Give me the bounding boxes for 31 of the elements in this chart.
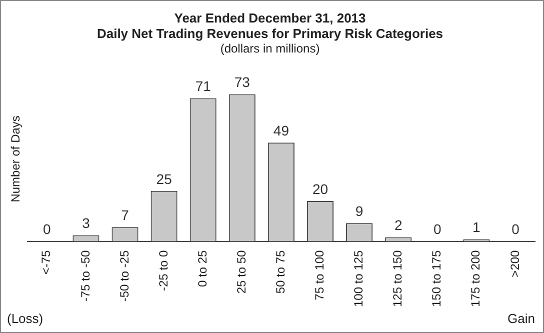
text: (Loss)	[7, 311, 44, 326]
data-label: 25	[156, 170, 172, 187]
x-tick-label: >200	[508, 250, 522, 278]
data-label: 2	[394, 217, 402, 234]
data-label: 3	[82, 215, 90, 232]
data-label: 71	[195, 78, 212, 94]
x-tick-label: 100 to 125	[352, 250, 366, 307]
x-tick-label: 50 to 75	[274, 250, 288, 294]
text: Gain	[508, 311, 535, 326]
data-label: 0	[43, 221, 52, 238]
data-label: 73	[234, 74, 250, 90]
x-tick-label: -25 to 0	[156, 250, 170, 291]
x-tick-label: 175 to 200	[468, 250, 483, 307]
x-tick-label: -75 to -50	[78, 250, 92, 302]
chart-title: Year Ended December 31, 2013 Daily Net Trading Revenues for Primary Risk Categories	[96, 10, 444, 41]
data-label: 49	[273, 122, 290, 138]
x-tick-label: 150 to 175	[430, 250, 444, 307]
x-tick-label: 75 to 100	[312, 250, 327, 300]
x-tick-label: 125 to 150	[390, 250, 405, 307]
x-tick-label: <-75	[39, 250, 54, 275]
data-label: 9	[355, 203, 364, 220]
x-tick-label: 0 to 25	[195, 250, 210, 287]
x-tick-label: 25 to 50	[234, 250, 248, 294]
chart-subtitle: (dollars in millions)	[220, 42, 320, 56]
data-label: 20	[312, 180, 328, 197]
data-label: 0	[512, 221, 520, 238]
y-axis-title: Number of Days	[8, 116, 23, 202]
data-label: 0	[433, 221, 442, 238]
x-tick-label: -50 to -25	[117, 250, 132, 302]
data-label: 1	[472, 219, 481, 236]
data-label: 7	[121, 207, 130, 224]
